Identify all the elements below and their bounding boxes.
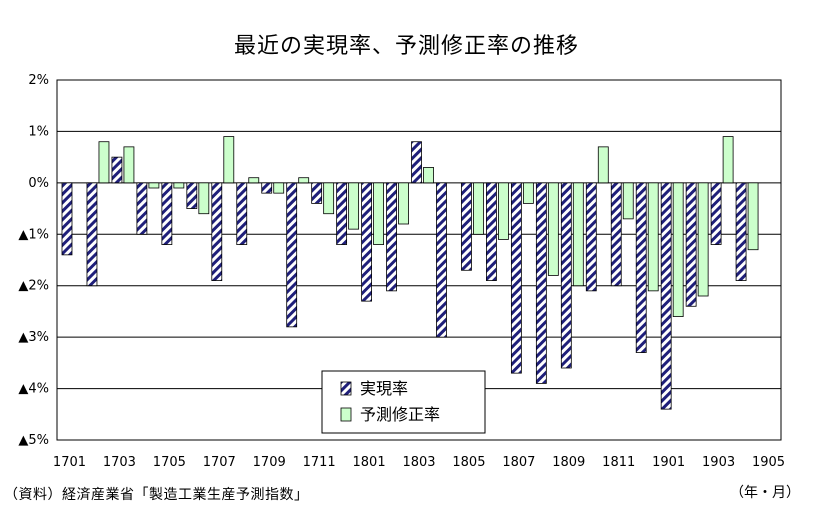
x-tick-label: 1709 [253,455,286,470]
x-tick-label: 1903 [702,455,735,470]
bar-realization-rate [535,182,547,384]
x-tick-label: 1701 [53,455,86,470]
x-tick-label: 1703 [103,455,136,470]
y-tick-label: ▲4% [18,382,49,397]
bar-forecast-revision-rate [522,182,534,204]
x-tick-label: 1809 [552,455,585,470]
bar-realization-rate [660,182,672,410]
bar-forecast-revision-rate [148,182,160,189]
bar-realization-rate [486,182,497,281]
x-tick-label: 1711 [303,455,336,470]
bar-realization-rate [560,182,572,369]
bar-forecast-revision-rate [223,136,235,184]
x-tick-label: 1811 [602,455,635,470]
bar-forecast-revision-rate [547,182,559,276]
bar-realization-rate [186,182,198,209]
bar-forecast-revision-rate [98,141,110,184]
bar-realization-rate [261,182,273,194]
bar-forecast-revision-rate [298,177,310,184]
y-tick-label: ▲2% [18,279,49,294]
x-tick-label: 1807 [502,455,535,470]
bar-forecast-revision-rate [597,146,609,184]
y-tick-label: ▲3% [18,330,49,345]
bar-realization-rate [710,182,722,245]
bar-forecast-revision-rate [473,182,484,235]
bar-forecast-revision-rate [672,182,684,317]
legend-label: 予測修正率 [360,405,440,424]
x-tick-label: 1803 [402,455,435,470]
bar-forecast-revision-rate [248,177,260,184]
bar-realization-rate [635,182,647,353]
bar-forecast-revision-rate [323,182,335,215]
y-tick-label: 2% [28,73,49,88]
bar-realization-rate [311,182,323,204]
bar-realization-rate [510,182,522,374]
plot-frame [56,79,782,441]
x-tick-label: 1805 [452,455,485,470]
bar-forecast-revision-rate [348,182,360,230]
bar-realization-rate [286,182,298,328]
bar-realization-rate [386,182,397,292]
bar-realization-rate [411,141,422,184]
source-note: （資料）経済産業省「製造工業生産予測指数」 [4,487,309,503]
bar-realization-rate [236,182,248,245]
unit-note: （年・月） [730,485,800,501]
bar-realization-rate [111,156,123,184]
y-tick-label: 1% [28,124,49,139]
bar-realization-rate [685,182,697,307]
bar-realization-rate [436,182,447,338]
bar-forecast-revision-rate [572,182,584,287]
x-tick-label: 1801 [353,455,386,470]
x-tick-label: 1705 [153,455,186,470]
legend-box [321,370,486,434]
bar-realization-rate [461,182,472,271]
bar-forecast-revision-rate [722,136,734,184]
bar-realization-rate [336,182,348,245]
bar-realization-rate [610,182,622,287]
bar-realization-rate [136,182,148,235]
bars [61,136,759,410]
legend-swatch [340,381,352,396]
legend-label: 実現率 [360,379,408,398]
bar-forecast-revision-rate [173,182,185,189]
bar-forecast-revision-rate [622,182,634,220]
y-tick-label: 0% [28,176,49,191]
chart-title: 最近の実現率、予測修正率の推移 [233,34,579,59]
x-tick-label: 1905 [752,455,785,470]
bar-realization-rate [735,182,747,281]
bar-forecast-revision-rate [423,167,434,184]
x-tick-label: 1707 [203,455,236,470]
x-tick-label: 1901 [652,455,685,470]
bar-forecast-revision-rate [373,182,384,245]
bar-realization-rate [86,182,98,287]
bar-realization-rate [61,182,73,256]
bar-forecast-revision-rate [747,182,759,251]
y-tick-label: ▲5% [18,433,49,448]
bar-realization-rate [161,182,173,245]
bar-forecast-revision-rate [498,182,509,240]
bar-forecast-revision-rate [123,146,135,184]
bar-forecast-revision-rate [398,182,409,225]
legend-swatch [340,407,352,422]
bar-forecast-revision-rate [198,182,210,215]
axes: 2% 1% 0% ▲1% ▲2% ▲3% ▲4% ▲5% 1701 1703 1705 1707 170… [18,73,785,470]
bar-realization-rate [361,182,372,302]
bar-realization-rate [211,182,223,281]
bar-forecast-revision-rate [273,182,285,194]
bar-realization-rate [585,182,597,292]
y-tick-label: ▲1% [18,227,49,242]
bar-forecast-revision-rate [647,182,659,292]
bar-forecast-revision-rate [697,182,709,297]
